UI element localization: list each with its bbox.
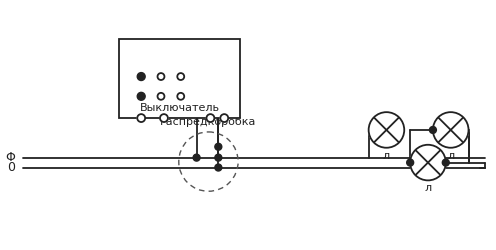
Text: л: л (383, 151, 390, 161)
Circle shape (193, 154, 200, 161)
Circle shape (160, 114, 168, 122)
Circle shape (215, 143, 222, 150)
Circle shape (177, 93, 184, 100)
Text: Распредкоробка: Распредкоробка (160, 117, 256, 127)
Circle shape (177, 73, 184, 80)
Circle shape (369, 112, 404, 148)
Circle shape (215, 154, 222, 161)
Circle shape (442, 159, 449, 166)
Circle shape (410, 145, 446, 180)
Text: 0: 0 (6, 161, 15, 174)
Text: л: л (425, 183, 432, 193)
Circle shape (430, 126, 436, 134)
Circle shape (206, 114, 214, 122)
Circle shape (407, 159, 414, 166)
Circle shape (137, 92, 145, 100)
Circle shape (220, 114, 228, 122)
Circle shape (158, 73, 165, 80)
Text: Выключатель: Выключатель (140, 103, 220, 113)
Circle shape (158, 93, 165, 100)
Text: Φ: Φ (6, 151, 15, 164)
Circle shape (433, 112, 469, 148)
Circle shape (137, 72, 145, 80)
Bar (120, 39, 240, 118)
Circle shape (137, 114, 145, 122)
Circle shape (215, 164, 222, 171)
Text: л: л (447, 151, 454, 161)
